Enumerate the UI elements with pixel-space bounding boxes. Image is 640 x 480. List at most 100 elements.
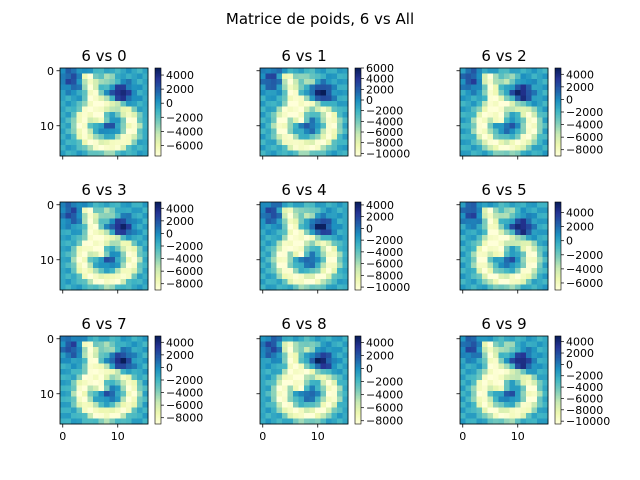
colorbar-segment bbox=[155, 262, 161, 264]
heatmap-cell bbox=[260, 380, 266, 386]
heatmap-cell bbox=[271, 407, 277, 414]
heatmap-cell bbox=[498, 240, 505, 247]
heatmap-cell bbox=[93, 363, 99, 370]
colorbar-segment bbox=[555, 268, 561, 270]
colorbar-segment bbox=[155, 272, 161, 275]
colorbar-segment bbox=[355, 409, 361, 412]
colorbar-segment bbox=[355, 97, 361, 100]
heatmap-cell bbox=[498, 262, 505, 269]
heatmap-cell bbox=[126, 218, 132, 225]
colorbar-segment bbox=[555, 92, 561, 95]
heatmap-cell bbox=[482, 391, 488, 397]
heatmap-cell bbox=[109, 229, 116, 236]
heatmap-cell bbox=[71, 418, 77, 425]
heatmap-cell bbox=[465, 79, 472, 85]
heatmap-cell bbox=[260, 213, 266, 219]
colorbar-segment bbox=[555, 359, 561, 362]
colorbar-segment bbox=[355, 95, 361, 98]
heatmap-cell bbox=[537, 396, 543, 403]
heatmap-cell bbox=[293, 268, 299, 274]
heatmap-cell bbox=[465, 257, 472, 263]
heatmap-cell bbox=[326, 336, 332, 342]
panel-9: 6 vs 90 10400020000−2000−4000−6000−8000−1… bbox=[456, 315, 610, 443]
heatmap-cell bbox=[337, 358, 343, 364]
colorbar-segment bbox=[155, 360, 161, 363]
heatmap-cell bbox=[326, 139, 332, 146]
heatmap-cell bbox=[298, 352, 305, 359]
heatmap-cell bbox=[487, 279, 494, 285]
heatmap-cell bbox=[493, 218, 499, 225]
heatmap-cell bbox=[542, 402, 549, 408]
heatmap-cell bbox=[131, 240, 138, 247]
heatmap-cell bbox=[65, 369, 72, 375]
colorbar-segment bbox=[555, 144, 561, 147]
heatmap-cell bbox=[493, 352, 499, 359]
heatmap-cell bbox=[487, 374, 494, 381]
heatmap-cell bbox=[76, 363, 83, 370]
heatmap-cell bbox=[526, 123, 532, 129]
colorbar-segment bbox=[555, 340, 561, 343]
colorbar-segment bbox=[155, 150, 161, 152]
colorbar-segment bbox=[555, 365, 561, 368]
heatmap-cell bbox=[76, 369, 83, 375]
colorbar-segment bbox=[155, 287, 161, 289]
heatmap-cell bbox=[87, 284, 94, 291]
heatmap-cell bbox=[298, 150, 305, 157]
colorbar-tick-label: −2000 bbox=[166, 111, 203, 124]
heatmap-cell bbox=[298, 101, 305, 107]
colorbar-segment bbox=[555, 238, 561, 241]
heatmap-cell bbox=[465, 374, 472, 381]
colorbar-segment bbox=[355, 145, 361, 148]
heatmap-cell bbox=[342, 150, 349, 157]
heatmap-cell bbox=[493, 363, 499, 370]
heatmap-cell bbox=[71, 385, 77, 392]
colorbar-segment bbox=[155, 107, 161, 110]
heatmap-cell bbox=[498, 402, 505, 408]
heatmap-cell bbox=[509, 284, 516, 291]
heatmap-cell bbox=[142, 218, 149, 225]
heatmap-cell bbox=[309, 341, 316, 348]
heatmap-cell bbox=[293, 402, 299, 408]
heatmap-cell bbox=[520, 246, 527, 252]
heatmap-cell bbox=[520, 402, 527, 408]
colorbar-segment bbox=[155, 204, 161, 207]
heatmap-cell bbox=[65, 128, 72, 135]
heatmap-cell bbox=[537, 284, 543, 291]
heatmap-cell bbox=[142, 68, 149, 74]
heatmap-cell bbox=[465, 246, 472, 252]
heatmap-cell bbox=[142, 207, 149, 214]
heatmap-cell bbox=[115, 128, 121, 135]
heatmap-cell bbox=[498, 117, 505, 124]
colorbar-frame bbox=[554, 201, 562, 291]
heatmap-cell bbox=[65, 150, 72, 157]
heatmap-cell bbox=[315, 128, 321, 135]
heatmap-cell bbox=[493, 150, 499, 157]
heatmap-cell bbox=[298, 251, 305, 258]
colorbar-segment bbox=[155, 421, 161, 423]
colorbar-segment bbox=[355, 90, 361, 92]
heatmap-cell bbox=[493, 369, 499, 375]
heatmap-cell bbox=[65, 262, 72, 269]
colorbar-segment bbox=[355, 263, 361, 266]
heatmap-cell bbox=[498, 95, 505, 102]
heatmap-cell bbox=[104, 73, 110, 80]
heatmap-cell bbox=[137, 68, 143, 74]
heatmap-cell bbox=[82, 358, 88, 364]
heatmap-cell bbox=[504, 352, 510, 359]
colorbar-tick-label: −6000 bbox=[566, 392, 603, 405]
heatmap-cell bbox=[482, 101, 488, 107]
heatmap-cell bbox=[293, 84, 299, 91]
colorbar-segment bbox=[155, 78, 161, 81]
heatmap-cell bbox=[531, 106, 538, 113]
colorbar-segment bbox=[155, 336, 161, 338]
colorbar-segment bbox=[155, 338, 161, 341]
heatmap-cell bbox=[520, 134, 527, 140]
heatmap-cell bbox=[526, 90, 532, 96]
heatmap-cell bbox=[98, 347, 105, 353]
heatmap-cell bbox=[265, 207, 272, 214]
heatmap-cell bbox=[298, 229, 305, 236]
heatmap-cell bbox=[542, 418, 549, 425]
heatmap-cell bbox=[276, 257, 283, 263]
heatmap-cell bbox=[298, 117, 305, 124]
heatmap-cell bbox=[76, 123, 83, 129]
